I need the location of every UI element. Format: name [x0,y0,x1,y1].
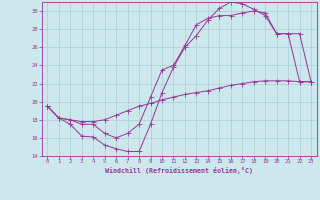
X-axis label: Windchill (Refroidissement éolien,°C): Windchill (Refroidissement éolien,°C) [105,167,253,174]
